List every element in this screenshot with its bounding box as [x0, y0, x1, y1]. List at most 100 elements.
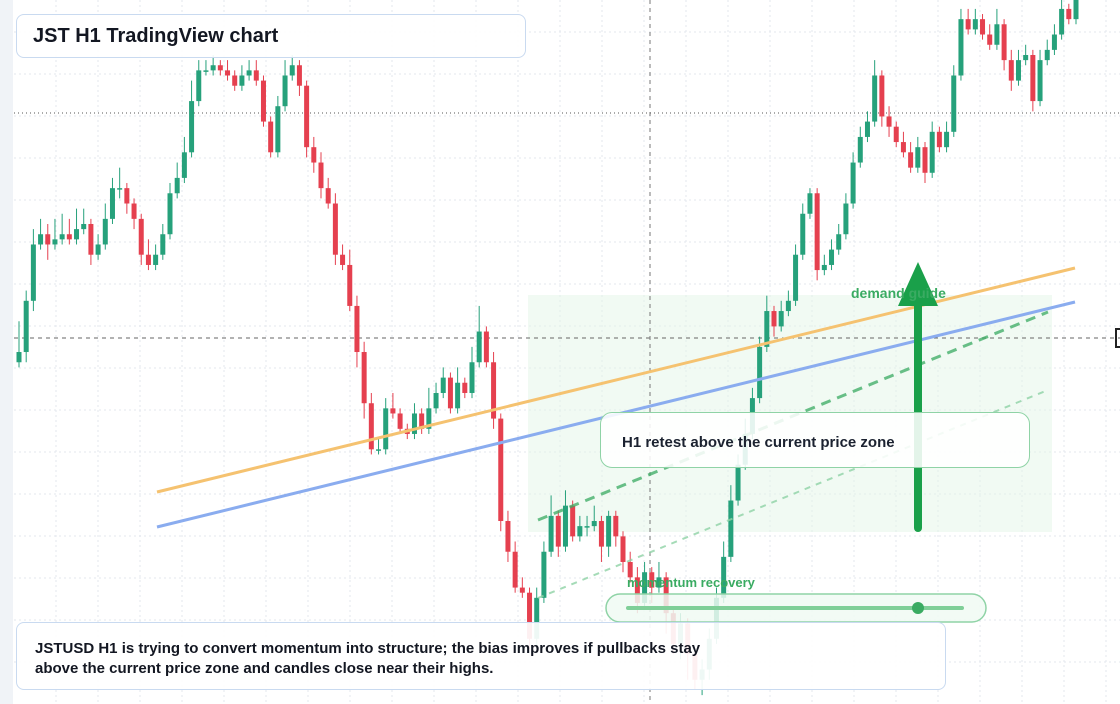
candle[interactable]: [972, 8, 978, 35]
candle[interactable]: [915, 136, 921, 173]
candle[interactable]: [131, 198, 137, 230]
candle[interactable]: [109, 177, 115, 224]
candle[interactable]: [181, 136, 187, 184]
candle[interactable]: [117, 167, 123, 199]
candle[interactable]: [52, 218, 58, 250]
candle[interactable]: [210, 55, 216, 76]
candle[interactable]: [1030, 49, 1036, 112]
candle[interactable]: [440, 367, 446, 399]
candle[interactable]: [936, 126, 942, 153]
candle[interactable]: [30, 229, 36, 312]
candle[interactable]: [857, 126, 863, 168]
candle[interactable]: [88, 218, 94, 265]
candle[interactable]: [721, 541, 727, 603]
candle[interactable]: [864, 111, 870, 143]
candle[interactable]: [598, 515, 604, 562]
candle[interactable]: [462, 377, 468, 399]
candle[interactable]: [958, 8, 964, 81]
candle[interactable]: [397, 408, 403, 434]
candle[interactable]: [512, 541, 518, 593]
candle[interactable]: [347, 249, 353, 312]
candle[interactable]: [483, 326, 489, 368]
candle[interactable]: [929, 121, 935, 178]
momentum-marker[interactable]: [912, 602, 924, 614]
candle[interactable]: [160, 223, 166, 260]
candle[interactable]: [203, 60, 209, 76]
candle[interactable]: [59, 213, 65, 245]
candle[interactable]: [332, 193, 338, 265]
candle[interactable]: [548, 495, 554, 557]
candle[interactable]: [232, 70, 238, 91]
candle[interactable]: [433, 382, 439, 414]
candle[interactable]: [872, 60, 878, 127]
candle[interactable]: [491, 352, 497, 429]
candle[interactable]: [562, 490, 568, 552]
candle[interactable]: [908, 142, 914, 173]
candle[interactable]: [821, 254, 827, 276]
candle[interactable]: [296, 60, 302, 96]
candle[interactable]: [584, 515, 590, 537]
candle[interactable]: [627, 551, 633, 583]
candle[interactable]: [138, 213, 144, 265]
candle[interactable]: [620, 531, 626, 573]
candle[interactable]: [591, 505, 597, 532]
candle[interactable]: [476, 305, 482, 368]
candle[interactable]: [383, 398, 389, 455]
candle[interactable]: [1015, 49, 1021, 86]
candle[interactable]: [1073, 0, 1079, 25]
candle[interactable]: [311, 136, 317, 173]
candle[interactable]: [253, 60, 259, 86]
candle[interactable]: [1008, 49, 1014, 91]
candle[interactable]: [922, 142, 928, 184]
candle[interactable]: [505, 510, 511, 562]
candle[interactable]: [196, 60, 202, 107]
candle[interactable]: [814, 188, 820, 281]
candle[interactable]: [1066, 3, 1072, 25]
candle[interactable]: [900, 131, 906, 158]
candle[interactable]: [793, 244, 799, 306]
candle[interactable]: [1037, 49, 1043, 107]
candle[interactable]: [289, 55, 295, 81]
candle[interactable]: [304, 80, 310, 158]
candle[interactable]: [325, 177, 331, 209]
candle[interactable]: [656, 561, 662, 593]
candle[interactable]: [145, 239, 151, 271]
candle[interactable]: [800, 203, 806, 260]
candle[interactable]: [124, 183, 130, 214]
candle[interactable]: [1051, 24, 1057, 55]
candle[interactable]: [886, 106, 892, 137]
candle[interactable]: [771, 305, 777, 337]
candle[interactable]: [469, 346, 475, 399]
candle[interactable]: [225, 60, 231, 81]
candle[interactable]: [268, 116, 274, 158]
candle[interactable]: [498, 413, 504, 532]
candle[interactable]: [606, 510, 612, 557]
candle[interactable]: [447, 372, 453, 414]
candle[interactable]: [455, 367, 461, 414]
candle[interactable]: [1023, 44, 1029, 66]
candle[interactable]: [23, 290, 29, 363]
candle[interactable]: [16, 321, 22, 368]
candle[interactable]: [217, 60, 223, 76]
candle[interactable]: [613, 510, 619, 547]
candle[interactable]: [944, 121, 950, 153]
candle[interactable]: [74, 208, 80, 245]
candle[interactable]: [785, 290, 791, 317]
candle[interactable]: [980, 14, 986, 40]
candle[interactable]: [951, 65, 957, 137]
candle[interactable]: [95, 234, 101, 260]
candle[interactable]: [965, 8, 971, 35]
candle[interactable]: [728, 485, 734, 562]
candle[interactable]: [850, 152, 856, 209]
candle[interactable]: [239, 65, 245, 91]
candle[interactable]: [340, 244, 346, 271]
candle[interactable]: [368, 392, 374, 455]
candle[interactable]: [174, 162, 180, 199]
candle[interactable]: [994, 8, 1000, 50]
candle[interactable]: [1044, 39, 1050, 66]
candle[interactable]: [318, 152, 324, 199]
candle[interactable]: [361, 341, 367, 419]
candle[interactable]: [419, 408, 425, 434]
candle[interactable]: [81, 208, 87, 235]
